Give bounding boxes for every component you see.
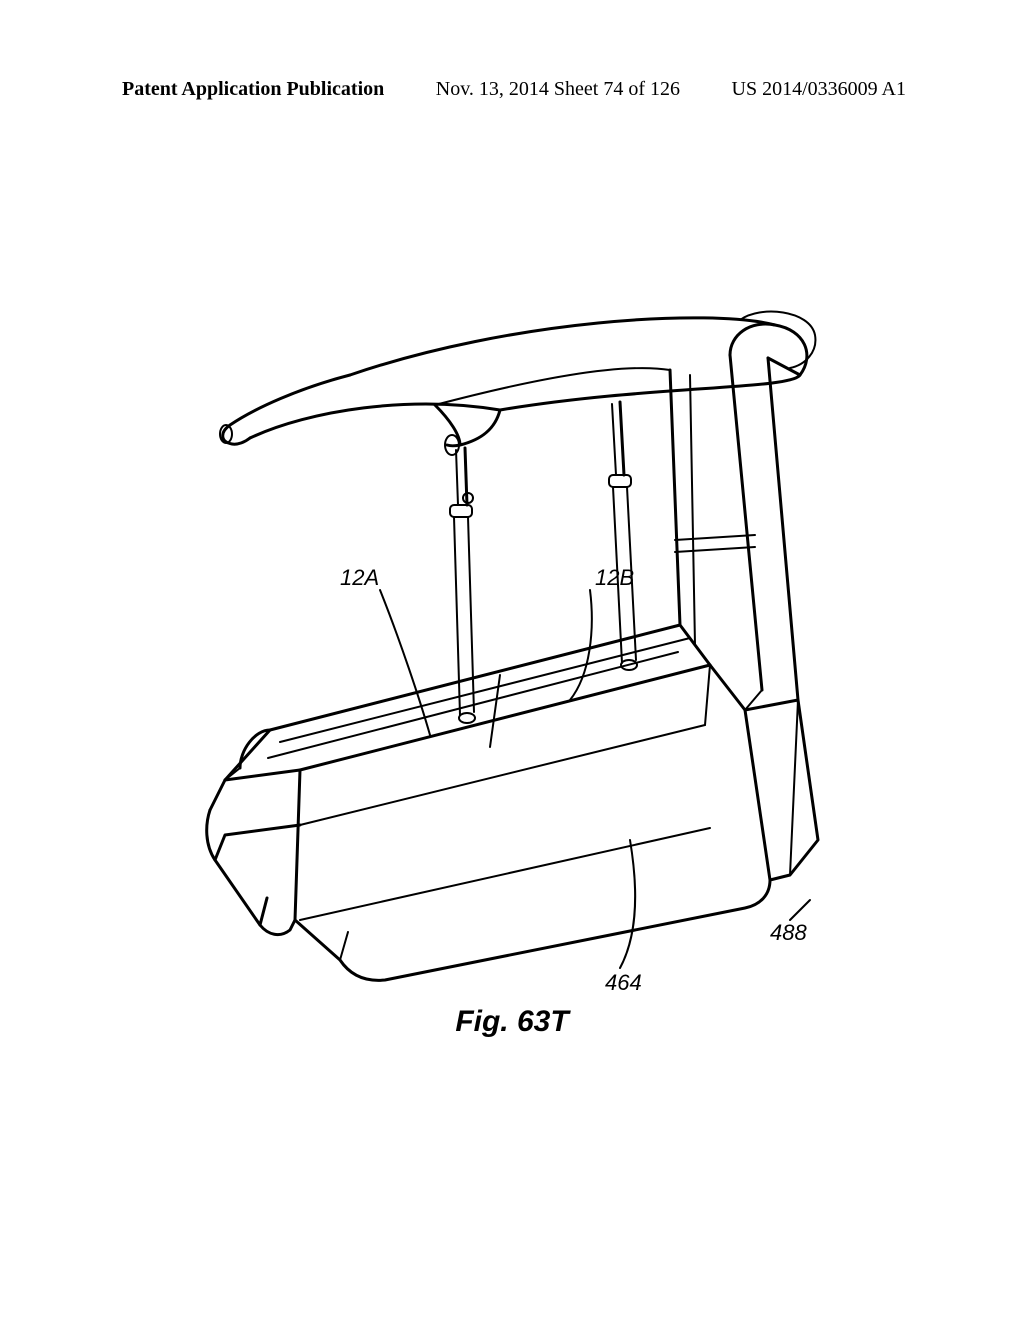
header-publication: Patent Application Publication <box>122 78 384 101</box>
header-pub-number: US 2014/0336009 A1 <box>732 78 906 101</box>
ref-label-12B: 12B <box>595 565 634 590</box>
patent-figure: 12A 12B 488 464 <box>150 280 874 1020</box>
ref-label-464: 464 <box>605 970 642 995</box>
header-date-sheet: Nov. 13, 2014 Sheet 74 of 126 <box>436 78 680 101</box>
figure-caption: Fig. 63T <box>0 1005 1024 1039</box>
ref-label-12A: 12A <box>340 565 379 590</box>
ref-label-488: 488 <box>770 920 807 945</box>
